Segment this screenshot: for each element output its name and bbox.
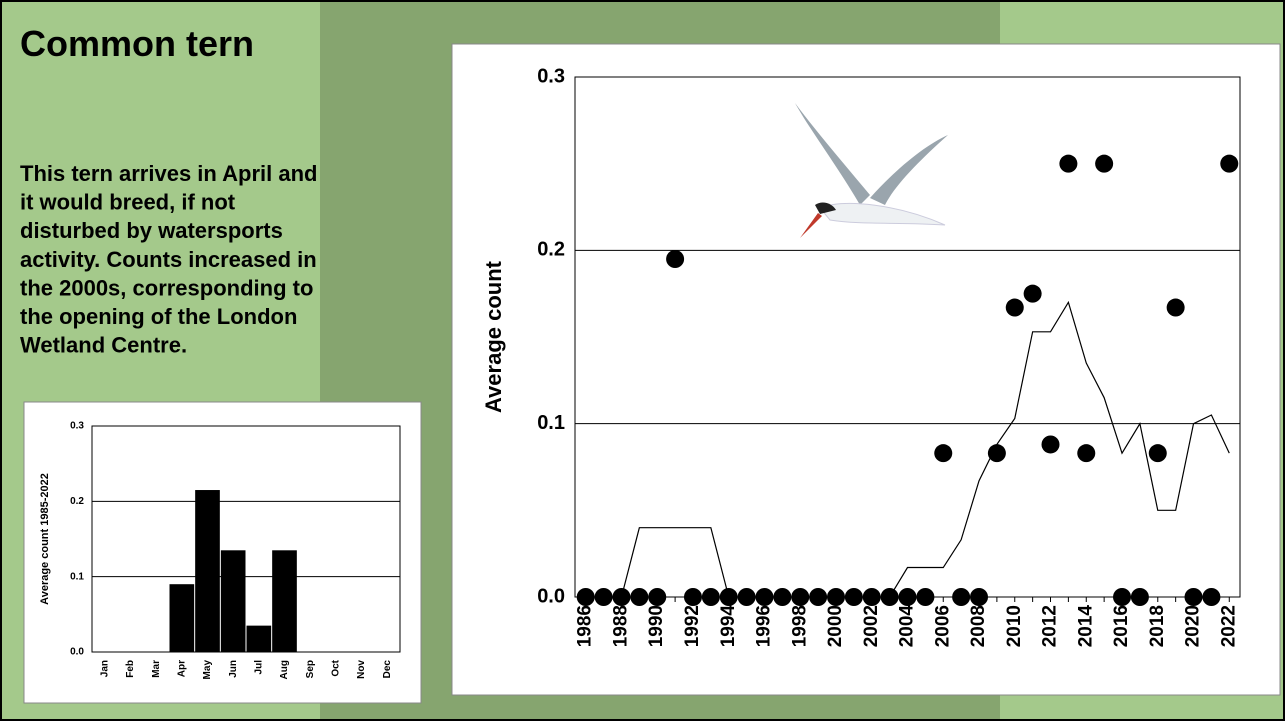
x-tick-label: 2018 bbox=[1147, 605, 1168, 647]
bar bbox=[220, 550, 246, 652]
data-point bbox=[1166, 298, 1185, 317]
body-text-line: the opening of the London bbox=[20, 304, 297, 329]
data-point bbox=[934, 444, 953, 463]
x-tick-label: 1990 bbox=[646, 605, 667, 647]
x-tick-label: Mar bbox=[151, 660, 162, 678]
x-tick-label: Nov bbox=[356, 660, 367, 679]
data-point bbox=[1059, 154, 1078, 173]
x-tick-label: 2014 bbox=[1075, 605, 1096, 648]
slide-title: Common tern bbox=[20, 23, 254, 64]
bar bbox=[272, 550, 297, 652]
x-tick-label: Dec bbox=[382, 660, 393, 679]
data-point bbox=[970, 588, 989, 606]
x-tick-label: 1998 bbox=[789, 605, 810, 647]
body-text-line: This tern arrives in April and bbox=[20, 161, 317, 186]
main-chart-panel bbox=[451, 43, 1281, 696]
tern-wing bbox=[795, 103, 870, 205]
data-point bbox=[1220, 154, 1239, 173]
data-point bbox=[683, 588, 702, 606]
bar bbox=[195, 490, 220, 652]
bar bbox=[246, 625, 272, 652]
data-point bbox=[952, 588, 971, 606]
x-tick-label: 1996 bbox=[754, 605, 775, 647]
plot-frame bbox=[91, 425, 401, 653]
x-tick-label: 2004 bbox=[897, 605, 918, 648]
y-tick-label: 0.3 bbox=[70, 421, 84, 432]
data-point bbox=[1148, 444, 1167, 463]
y-tick-label: 0.0 bbox=[70, 647, 84, 658]
y-tick-label: 0.2 bbox=[70, 496, 84, 507]
x-tick-label: 2016 bbox=[1111, 605, 1132, 647]
x-tick-label: May bbox=[202, 660, 213, 680]
y-axis-label: Average count 1985-2022 bbox=[39, 473, 51, 605]
tern-beak bbox=[800, 213, 822, 238]
data-point bbox=[1077, 444, 1096, 463]
x-tick-label: 1994 bbox=[718, 605, 739, 648]
x-tick-label: 2022 bbox=[1218, 605, 1239, 647]
tern-body bbox=[819, 203, 946, 226]
x-tick-label: Apr bbox=[176, 660, 187, 677]
tern-head bbox=[815, 202, 836, 214]
data-point bbox=[666, 250, 685, 268]
x-tick-label: 2002 bbox=[861, 605, 882, 647]
x-tick-label: Feb bbox=[125, 660, 136, 678]
data-point bbox=[1184, 588, 1203, 606]
data-point bbox=[648, 588, 667, 606]
x-tick-label: Aug bbox=[279, 660, 290, 679]
x-tick-label: Jun bbox=[228, 660, 239, 678]
tern-wing bbox=[870, 135, 948, 205]
y-axis-label: Average count bbox=[481, 260, 506, 413]
x-tick-label: 2000 bbox=[825, 605, 846, 647]
bar bbox=[169, 584, 195, 652]
data-point bbox=[1041, 435, 1060, 454]
data-point bbox=[1095, 154, 1114, 173]
y-tick-label: 0.1 bbox=[70, 571, 84, 582]
x-tick-label: 1988 bbox=[610, 605, 631, 647]
data-point bbox=[916, 588, 935, 606]
body-text-line: the 2000s, corresponding to bbox=[20, 275, 313, 300]
x-tick-label: 1986 bbox=[575, 605, 596, 647]
x-tick-label: Jan bbox=[99, 660, 110, 677]
x-tick-label: Oct bbox=[330, 659, 341, 676]
data-point bbox=[987, 444, 1006, 463]
y-tick-label: 0.3 bbox=[537, 65, 565, 87]
data-point bbox=[898, 588, 917, 606]
body-text-line: disturbed by watersports bbox=[20, 218, 283, 243]
body-text-line: activity. Counts increased in bbox=[20, 247, 317, 272]
data-point bbox=[1023, 284, 1042, 303]
x-tick-label: 2010 bbox=[1004, 605, 1025, 647]
body-text-line: it would breed, if not bbox=[20, 190, 236, 215]
x-tick-label: 2006 bbox=[932, 605, 953, 647]
data-point bbox=[630, 588, 649, 606]
x-tick-label: 1992 bbox=[682, 605, 703, 647]
x-tick-label: 2020 bbox=[1183, 605, 1204, 647]
y-tick-label: 0.2 bbox=[537, 239, 565, 261]
x-tick-label: Jul bbox=[253, 660, 264, 675]
y-tick-label: 0.0 bbox=[537, 585, 565, 607]
data-point bbox=[1113, 588, 1132, 606]
data-point bbox=[701, 588, 720, 606]
x-tick-label: Sep bbox=[305, 660, 316, 678]
data-point bbox=[1202, 588, 1221, 606]
data-point bbox=[1130, 588, 1149, 606]
y-tick-label: 0.1 bbox=[537, 412, 565, 434]
tern-illustration bbox=[795, 103, 948, 238]
body-text-line: Wetland Centre. bbox=[20, 333, 187, 358]
data-point bbox=[1005, 298, 1024, 317]
x-tick-label: 2008 bbox=[968, 605, 989, 647]
moving-average-line bbox=[585, 300, 1230, 598]
x-tick-label: 2012 bbox=[1040, 605, 1061, 647]
